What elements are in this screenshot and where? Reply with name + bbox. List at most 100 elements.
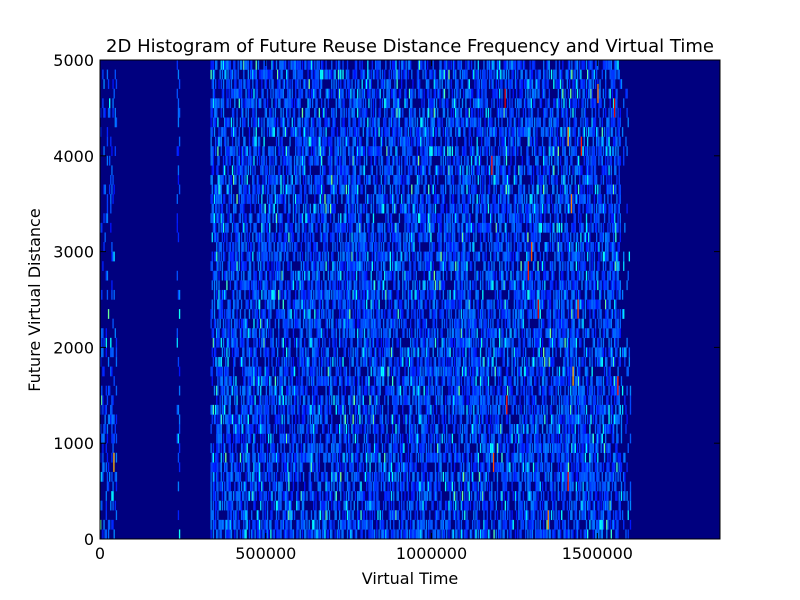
histogram-cell	[345, 165, 348, 176]
histogram-cell	[258, 462, 261, 473]
histogram-cell	[261, 337, 263, 348]
histogram-cell	[283, 414, 286, 425]
histogram-cell	[310, 452, 313, 463]
histogram-cell	[261, 309, 263, 319]
histogram-cell	[266, 500, 269, 511]
histogram-cell	[375, 452, 377, 463]
histogram-cell	[390, 433, 393, 444]
histogram-cell	[254, 289, 256, 300]
histogram-cell	[264, 79, 266, 89]
histogram-cell	[249, 385, 252, 396]
histogram-cell	[337, 88, 340, 99]
histogram-cell	[236, 404, 238, 415]
histogram-cell	[216, 433, 218, 444]
histogram-cell	[349, 117, 351, 128]
histogram-cell	[216, 385, 218, 396]
histogram-cell	[265, 270, 268, 281]
histogram-cell	[262, 174, 264, 185]
histogram-cell	[245, 471, 247, 482]
histogram-cell	[358, 242, 360, 252]
histogram-cell	[328, 194, 331, 204]
histogram-cell	[389, 385, 392, 396]
histogram-cell	[255, 462, 257, 473]
histogram-cell	[309, 127, 311, 137]
histogram-cell	[304, 366, 306, 377]
histogram-cell	[336, 481, 339, 492]
histogram-cell	[351, 194, 353, 204]
histogram-cell	[331, 79, 333, 89]
histogram-cell	[220, 366, 222, 377]
histogram-cell	[267, 146, 270, 156]
histogram-cell	[381, 203, 384, 214]
histogram-cell	[242, 117, 244, 128]
histogram-cell	[329, 165, 332, 176]
histogram-cell	[224, 194, 226, 204]
histogram-cell	[398, 280, 401, 291]
histogram-cell	[243, 481, 245, 492]
histogram-cell	[279, 500, 281, 511]
histogram-cell	[375, 136, 377, 147]
histogram-cell	[227, 60, 229, 70]
histogram-cell	[270, 443, 272, 453]
histogram-cell	[272, 79, 274, 89]
histogram-cell	[318, 309, 321, 319]
histogram-cell	[360, 213, 362, 224]
histogram-cell	[239, 500, 242, 511]
histogram-cell	[334, 222, 336, 233]
histogram-cell	[295, 471, 297, 482]
histogram-cell	[379, 146, 381, 156]
histogram-cell	[289, 529, 291, 540]
histogram-cell	[331, 60, 333, 70]
histogram-cell	[377, 289, 379, 300]
histogram-cell	[388, 299, 390, 310]
histogram-cell	[346, 481, 349, 492]
histogram-cell	[273, 404, 275, 415]
histogram-cell	[316, 519, 318, 530]
histogram-cell	[364, 107, 367, 118]
histogram-cell	[357, 376, 359, 386]
histogram-cell	[343, 174, 345, 185]
histogram-cell	[338, 404, 341, 415]
histogram-cell	[112, 318, 114, 329]
histogram-cell	[274, 98, 277, 109]
histogram-cell	[384, 328, 386, 339]
histogram-cell	[255, 376, 257, 386]
histogram-cell	[332, 443, 334, 453]
histogram-cell	[366, 270, 368, 281]
histogram-cell	[105, 462, 107, 473]
histogram-cell	[292, 366, 295, 377]
histogram-cell	[390, 222, 393, 233]
histogram-cell	[335, 60, 337, 70]
histogram-cell	[248, 146, 251, 156]
histogram-cell	[224, 270, 226, 281]
histogram-cell	[235, 491, 237, 501]
histogram-cell	[313, 366, 315, 377]
histogram-cell	[287, 510, 289, 521]
histogram-cell	[253, 376, 255, 386]
histogram-cell	[297, 337, 299, 348]
histogram-cell	[354, 424, 357, 434]
histogram-cell	[323, 452, 325, 463]
histogram-cell	[344, 127, 346, 137]
histogram-cell	[264, 289, 266, 300]
histogram-cell	[388, 443, 390, 453]
histogram-cell	[395, 510, 397, 521]
histogram-cell	[313, 347, 315, 358]
histogram-cell	[363, 491, 366, 501]
histogram-cell	[331, 424, 333, 434]
histogram-cell	[315, 414, 317, 425]
histogram-cell	[242, 280, 244, 291]
histogram-cell	[106, 194, 109, 204]
histogram-cell	[306, 88, 308, 99]
histogram-cell	[307, 366, 309, 377]
histogram-cell	[299, 337, 301, 348]
histogram-cell	[351, 222, 353, 233]
histogram-cell	[288, 289, 290, 300]
histogram-cell	[397, 165, 399, 176]
histogram-cell	[210, 155, 212, 166]
histogram-cell	[216, 251, 218, 262]
histogram-cell	[342, 136, 344, 147]
histogram-cell	[224, 309, 226, 319]
histogram-cell	[251, 88, 253, 99]
histogram-cell	[228, 299, 230, 310]
